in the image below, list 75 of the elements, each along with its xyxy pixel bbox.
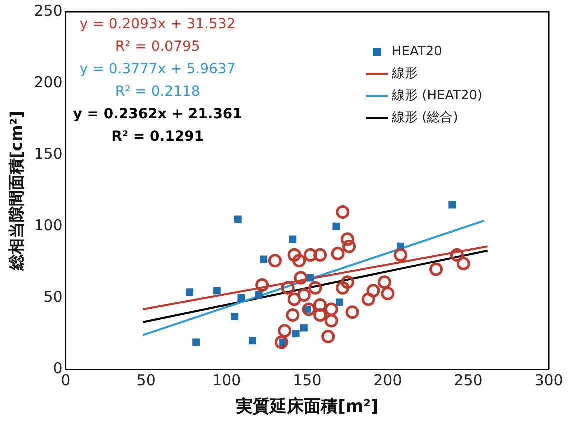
legend-label: HEAT20 [392,44,442,60]
point [260,256,268,264]
legend-label: 線形 (総合) [391,110,458,126]
annotation: y = 0.3777x + 5.9637 [80,62,236,78]
point [281,281,295,295]
point [322,330,336,344]
x-tick-label: 250 [454,371,483,390]
y-tick-label: 0 [53,359,63,378]
point [346,306,360,320]
point [214,287,221,295]
y-tick-label: 50 [44,288,63,306]
annotation: R² = 0.2118 [115,84,200,100]
y-tick-label: 100 [34,216,63,234]
legend-label: 線形 (HEAT20) [391,88,483,104]
point [336,298,344,306]
x-tick-label: 150 [293,371,322,390]
point [306,274,314,282]
point [292,254,306,268]
point [332,222,340,230]
point [268,254,282,268]
x-tick-label: 50 [136,371,156,390]
point [289,236,297,244]
x-tick-label: 200 [374,371,402,390]
point [286,308,300,322]
point [331,246,345,260]
point [336,206,350,220]
point [362,292,376,306]
point [288,292,302,306]
point [340,232,354,246]
y-tick-label: 200 [34,73,63,92]
point [192,338,200,346]
x-tick-label: 300 [534,371,564,390]
point [342,240,356,254]
point [234,216,242,224]
point [430,262,444,276]
point [366,284,380,298]
annotation: R² = 0.1291 [112,129,204,146]
x-tick-label: 100 [212,371,242,390]
point [288,248,302,262]
point [308,281,322,295]
point [324,302,338,316]
point [450,248,464,262]
point [238,294,246,302]
point [278,324,292,338]
x-axis-title: 実質延床面積[m²] [235,397,379,418]
point [300,324,308,332]
point [304,248,318,262]
point [314,248,328,262]
point [340,276,354,290]
point [336,281,350,295]
point [292,330,300,338]
annotation: R² = 0.0795 [115,39,200,56]
point [378,276,392,290]
point [186,288,194,296]
point [394,248,408,262]
point [324,314,338,328]
point [456,257,470,270]
point [294,271,308,285]
point [231,312,239,320]
point [381,287,395,301]
point [314,308,328,322]
annotation: y = 0.2362x + 21.361 [73,106,242,123]
y-axis-title: 総相当隙間面積[cm²] [6,110,26,272]
point [302,302,316,316]
point [314,298,328,312]
legend-label: 線形 [391,66,418,82]
annotation: y = 0.2093x + 31.532 [80,16,236,33]
point [448,201,456,209]
point [297,288,311,302]
point [255,292,263,299]
point [256,278,270,292]
y-tick-label: 150 [34,144,63,163]
point [248,337,256,345]
point [274,336,288,350]
y-tick-label: 250 [34,2,63,20]
